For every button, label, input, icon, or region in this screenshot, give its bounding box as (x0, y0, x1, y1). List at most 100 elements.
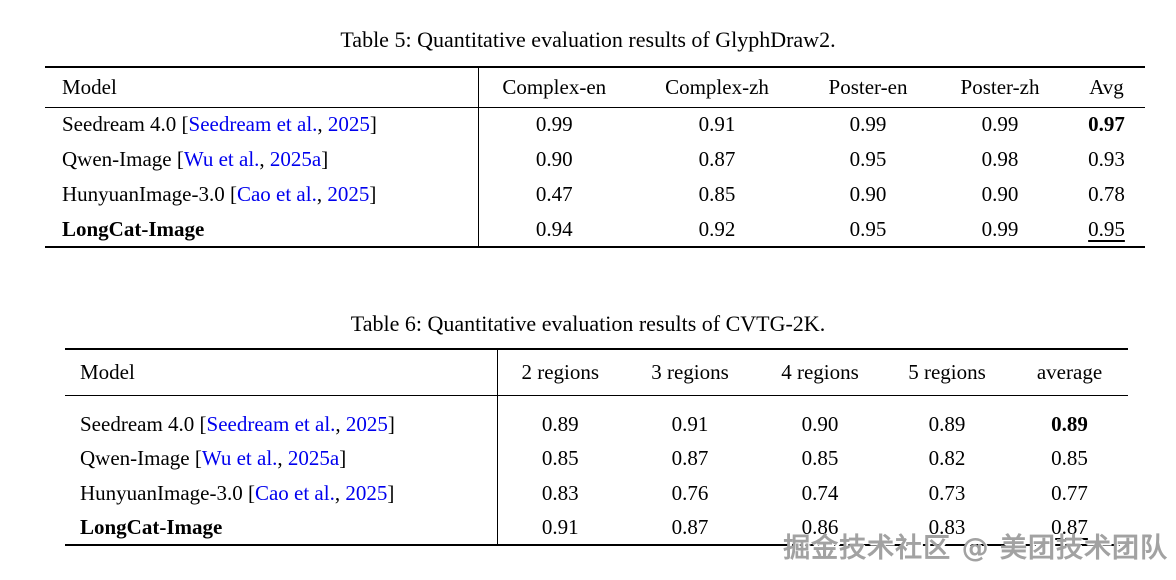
value-cell: 0.87 (698, 147, 736, 171)
citation-year-link[interactable]: 2025a (269, 147, 322, 171)
value-cell: 0.90 (981, 182, 1019, 206)
value-cell: 0.90 (801, 411, 839, 436)
bracket-close: ] (369, 182, 377, 206)
bracket-close: ] (321, 147, 329, 171)
table6-caption: Table 6: Quantitative evaluation results… (350, 311, 826, 336)
bracket-close: ] (387, 411, 395, 436)
value-cell-best: 0.97 (1088, 112, 1125, 137)
value-cell: 0.85 (698, 182, 736, 206)
model-cell: HunyuanImage-3.0 [Cao et al., 2025] (45, 177, 479, 212)
citation-year-link[interactable]: 2025a (287, 446, 340, 471)
citation-separator: , (259, 147, 270, 171)
citation-year-link[interactable]: 2025 (345, 411, 388, 436)
value-cell: 0.85 (801, 446, 839, 471)
value-cell: 0.83 (928, 514, 966, 539)
value-cell: 0.74 (801, 480, 839, 505)
value-cell: 0.91 (541, 514, 579, 539)
citation-separator: , (334, 480, 346, 505)
bracket-open: [ (242, 480, 255, 505)
citation-link[interactable]: Wu et al. (201, 446, 278, 471)
value-cell: 0.99 (981, 112, 1019, 137)
table5: Model Complex-en Complex-zh Poster-en Po… (45, 66, 1145, 248)
model-cell: Qwen-Image [Wu et al., 2025a] (65, 441, 498, 476)
bracket-open: [ (171, 147, 184, 171)
model-name: HunyuanImage-3.0 (62, 182, 225, 206)
value-cell: 0.83 (541, 480, 579, 505)
model-cell: Seedream 4.0 [Seedream et al., 2025] (65, 407, 498, 442)
citation-year-link[interactable]: 2025 (345, 480, 388, 505)
table5-caption: Table 5: Quantitative evaluation results… (340, 27, 836, 52)
table5-header-col: Avg (1068, 67, 1145, 108)
table6-header-col: average (1011, 349, 1128, 396)
citation-link[interactable]: Wu et al. (183, 147, 260, 171)
model-cell: HunyuanImage-3.0 [Cao et al., 2025] (65, 476, 498, 511)
value-cell: 0.92 (698, 216, 736, 241)
model-name: HunyuanImage-3.0 (80, 480, 243, 505)
value-cell: 0.91 (671, 411, 709, 436)
value-cell: 0.85 (541, 446, 579, 471)
bracket-open: [ (224, 182, 237, 206)
table6-header-row: Model 2 regions 3 regions 4 regions 5 re… (65, 349, 1128, 396)
spacer-row (65, 395, 1128, 407)
model-name: LongCat-Image (80, 514, 223, 539)
table-row: HunyuanImage-3.0 [Cao et al., 2025] 0.47… (45, 177, 1145, 212)
table6: Model 2 regions 3 regions 4 regions 5 re… (65, 348, 1128, 546)
value-cell: 0.85 (1051, 446, 1088, 471)
value-cell: 0.90 (535, 147, 573, 171)
value-cell: 0.99 (535, 112, 573, 137)
model-cell: LongCat-Image (45, 212, 479, 247)
citation-link[interactable]: Seedream et al. (188, 112, 318, 137)
bracket-open: [ (194, 411, 207, 436)
table-row: Qwen-Image [Wu et al., 2025a] 0.85 0.87 … (65, 441, 1128, 476)
table5-header-col: Complex-zh (630, 67, 804, 108)
table5-header-row: Model Complex-en Complex-zh Poster-en Po… (45, 67, 1145, 108)
citation-link[interactable]: Cao et al. (236, 182, 317, 206)
citation-year-link[interactable]: 2025 (327, 112, 370, 137)
table5-header-col: Poster-en (804, 67, 932, 108)
model-cell: LongCat-Image (65, 510, 498, 545)
value-cell: 0.98 (981, 147, 1019, 171)
bracket-close: ] (387, 480, 395, 505)
model-name: Qwen-Image (80, 446, 190, 471)
value-cell: 0.87 (671, 514, 709, 539)
value-cell: 0.90 (849, 182, 887, 206)
value-cell: 0.91 (698, 112, 736, 137)
model-name: LongCat-Image (62, 216, 205, 241)
table-row: LongCat-Image 0.91 0.87 0.86 0.83 0.87 (65, 510, 1128, 545)
value-cell: 0.86 (801, 514, 839, 539)
bracket-close: ] (339, 446, 347, 471)
model-name: Qwen-Image (62, 147, 172, 171)
table5-header-col: Poster-zh (932, 67, 1068, 108)
value-cell: 0.47 (535, 182, 573, 206)
citation-link[interactable]: Seedream et al. (206, 411, 336, 436)
value-cell: 0.78 (1088, 182, 1125, 206)
table6-header-col: 2 regions (497, 349, 623, 396)
value-cell: 0.89 (541, 411, 579, 436)
model-cell: Seedream 4.0 [Seedream et al., 2025] (45, 107, 479, 142)
value-cell-best: 0.89 (1051, 411, 1088, 436)
table-row: Seedream 4.0 [Seedream et al., 2025] 0.9… (45, 107, 1145, 142)
citation-separator: , (277, 446, 288, 471)
citation-year-link[interactable]: 2025 (327, 182, 370, 206)
value-cell: 0.73 (928, 480, 966, 505)
table-row: HunyuanImage-3.0 [Cao et al., 2025] 0.83… (65, 476, 1128, 511)
table-row: Seedream 4.0 [Seedream et al., 2025] 0.8… (65, 407, 1128, 442)
bracket-open: [ (176, 112, 189, 137)
value-cell: 0.95 (849, 147, 887, 171)
table6-header-col: 3 regions (623, 349, 757, 396)
model-name: Seedream 4.0 (62, 112, 177, 137)
table5-header-col: Complex-en (478, 67, 630, 108)
value-cell: 0.87 (671, 446, 709, 471)
value-cell: 0.82 (928, 446, 966, 471)
citation-link[interactable]: Cao et al. (254, 480, 335, 505)
citation-separator: , (335, 411, 346, 436)
table5-header-model: Model (45, 67, 479, 108)
table6-header-col: 4 regions (757, 349, 883, 396)
value-cell: 0.89 (928, 411, 966, 436)
model-name: Seedream 4.0 (80, 411, 195, 436)
value-cell-second-best: 0.87 (1051, 514, 1088, 539)
table-row: LongCat-Image 0.94 0.92 0.95 0.99 0.95 (45, 212, 1145, 247)
bracket-open: [ (189, 446, 202, 471)
value-cell: 0.93 (1088, 147, 1125, 171)
